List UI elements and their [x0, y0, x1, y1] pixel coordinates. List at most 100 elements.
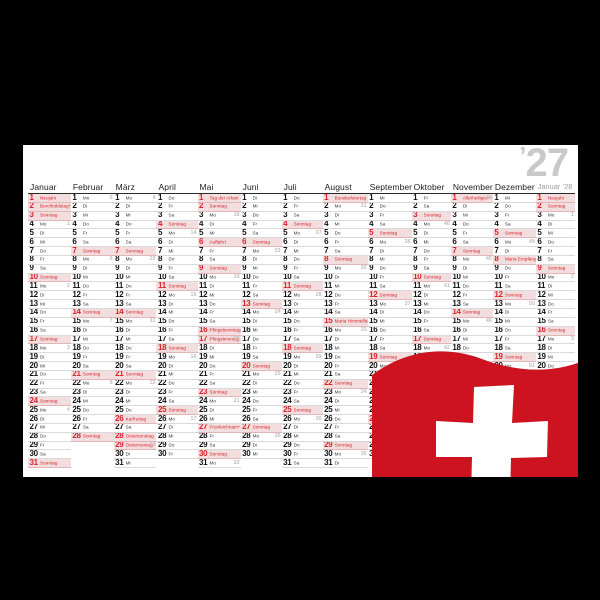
day-cell[interactable]: 13 Mi: [28, 300, 71, 309]
day-cell[interactable]: 1 Allerheiligen* 44: [450, 194, 493, 203]
day-cell[interactable]: 11 Mi: [322, 282, 368, 292]
day-cell[interactable]: 23 Mi: [240, 389, 282, 398]
day-cell[interactable]: 4 Di: [535, 221, 576, 230]
day-cell[interactable]: 18 Do: [450, 344, 493, 354]
day-cell[interactable]: 31 Mo 22: [197, 459, 241, 469]
day-cell[interactable]: 13 Sa: [70, 300, 114, 309]
day-cell[interactable]: 19 Do: [322, 353, 368, 363]
day-cell[interactable]: 17 Sonntag: [411, 335, 451, 345]
day-cell[interactable]: 7 Mo 23: [240, 247, 282, 256]
day-cell[interactable]: 13 Fr: [322, 300, 368, 309]
day-cell[interactable]: 19 Mi: [535, 353, 576, 363]
day-cell[interactable]: 6 Do: [535, 238, 576, 248]
day-cell[interactable]: 14 Do: [411, 309, 451, 318]
day-cell[interactable]: 27 Sonntag: [240, 423, 282, 433]
day-cell[interactable]: 20 Sonntag: [240, 362, 282, 371]
day-cell[interactable]: 7 Fr: [197, 247, 241, 256]
day-cell[interactable]: 6 Mi: [411, 238, 451, 248]
day-cell[interactable]: 30 Fr: [156, 450, 198, 460]
day-cell[interactable]: 4 Mi: [322, 221, 368, 230]
day-cell[interactable]: 11 Sonntag: [156, 282, 198, 292]
day-cell[interactable]: 3 Sa: [281, 212, 323, 221]
day-cell[interactable]: 11 Di: [197, 282, 241, 292]
day-cell[interactable]: 16 Di: [450, 327, 493, 336]
day-cell[interactable]: 22 Do: [281, 380, 323, 389]
day-cell[interactable]: 3 Sonntag: [28, 211, 71, 221]
day-cell[interactable]: 1 Mo 5: [70, 194, 114, 203]
day-cell[interactable]: 29 Sonntag: [322, 441, 368, 451]
day-cell[interactable]: 3 Fr: [492, 212, 536, 221]
day-cell[interactable]: 8 Mo 10: [113, 256, 157, 265]
day-cell[interactable]: 1 Neujahr: [28, 194, 71, 203]
day-cell[interactable]: 12 Sonntag: [367, 291, 412, 301]
day-cell[interactable]: 8 Di: [240, 256, 282, 265]
day-cell[interactable]: 1 Do: [281, 194, 323, 203]
day-cell[interactable]: 12 Mi: [535, 291, 576, 301]
day-cell[interactable]: 24 Sa: [281, 397, 323, 407]
day-cell[interactable]: 2 Sonntag: [535, 202, 576, 212]
day-cell[interactable]: 3 Do: [240, 212, 282, 221]
day-cell[interactable]: 24 Di: [322, 397, 368, 407]
day-cell[interactable]: 9 Fr: [281, 265, 323, 274]
day-cell[interactable]: 7 Fr: [535, 247, 576, 256]
day-cell[interactable]: 9 Do: [492, 265, 536, 274]
day-cell[interactable]: 16 Mo 33: [322, 327, 368, 336]
day-cell[interactable]: 11 Di: [535, 282, 576, 292]
day-cell[interactable]: 14 Di: [367, 309, 412, 318]
day-cell[interactable]: 12 Mo 15: [156, 291, 198, 301]
day-cell[interactable]: 15 Mi: [492, 318, 536, 327]
day-cell[interactable]: 5 Fr: [113, 229, 157, 239]
day-cell[interactable]: 4 Do: [450, 221, 493, 230]
day-cell[interactable]: 22 Mo 8: [70, 380, 114, 389]
day-cell[interactable]: 16 Sa: [28, 327, 71, 336]
day-cell[interactable]: 18 Sonntag: [281, 344, 323, 354]
day-cell[interactable]: 28 Mo 26: [240, 433, 282, 442]
day-cell[interactable]: 23 Fr: [281, 389, 323, 398]
day-cell[interactable]: 5 Mo 14: [156, 229, 198, 239]
day-cell[interactable]: 2 Sonntag: [197, 202, 241, 212]
day-cell[interactable]: 30 Mo 35: [322, 450, 368, 460]
day-cell[interactable]: 6 Sonntag: [240, 238, 282, 248]
day-cell[interactable]: 14 Do: [28, 309, 71, 318]
day-cell[interactable]: 18 Di: [197, 344, 241, 354]
day-cell[interactable]: 19 Mi: [197, 353, 241, 363]
day-cell[interactable]: 18 Sa: [367, 344, 412, 354]
day-cell[interactable]: 2 Mo 31: [322, 203, 368, 212]
day-cell[interactable]: 11 Sonntag: [281, 282, 323, 292]
day-cell[interactable]: 7 Do: [28, 247, 71, 256]
day-cell[interactable]: 13 Mo 37: [367, 300, 412, 309]
day-cell[interactable]: 9 Mi: [240, 265, 282, 274]
day-cell[interactable]: 17 Mo 3: [535, 336, 576, 345]
day-cell[interactable]: 12 Fr: [450, 291, 493, 301]
day-cell[interactable]: 10 Di: [322, 274, 368, 283]
day-cell[interactable]: 2 Sa: [411, 203, 451, 212]
day-cell[interactable]: 29 Ostermontag 13: [113, 441, 157, 451]
day-cell[interactable]: 9 Fr: [156, 265, 198, 274]
day-cell[interactable]: 16 Sonntag: [535, 326, 576, 336]
day-cell[interactable]: 17 Di: [322, 336, 368, 345]
day-cell[interactable]: 4 Sonntag: [156, 220, 198, 230]
day-cell[interactable]: 17 Fr: [492, 336, 536, 345]
day-cell[interactable]: 10 Mo 2: [535, 274, 576, 283]
day-cell[interactable]: 10 Fr: [367, 274, 412, 283]
day-cell[interactable]: 6 Di: [281, 238, 323, 248]
day-cell[interactable]: 26 Mo 30: [281, 415, 323, 424]
day-cell[interactable]: 18 Mo 3: [28, 344, 71, 354]
day-cell[interactable]: 15 Mo 11: [113, 318, 157, 327]
day-cell[interactable]: 12 Sa: [240, 291, 282, 301]
day-cell[interactable]: 7 Sonntag: [450, 247, 493, 256]
day-cell[interactable]: 26 Mo 17: [156, 415, 198, 424]
day-cell[interactable]: 3 Di: [322, 212, 368, 221]
day-cell[interactable]: 7 Di: [367, 247, 412, 256]
day-cell[interactable]: 4 Sa: [492, 221, 536, 230]
day-cell[interactable]: 15 Do: [281, 318, 323, 327]
day-cell[interactable]: 16 Do: [367, 327, 412, 336]
